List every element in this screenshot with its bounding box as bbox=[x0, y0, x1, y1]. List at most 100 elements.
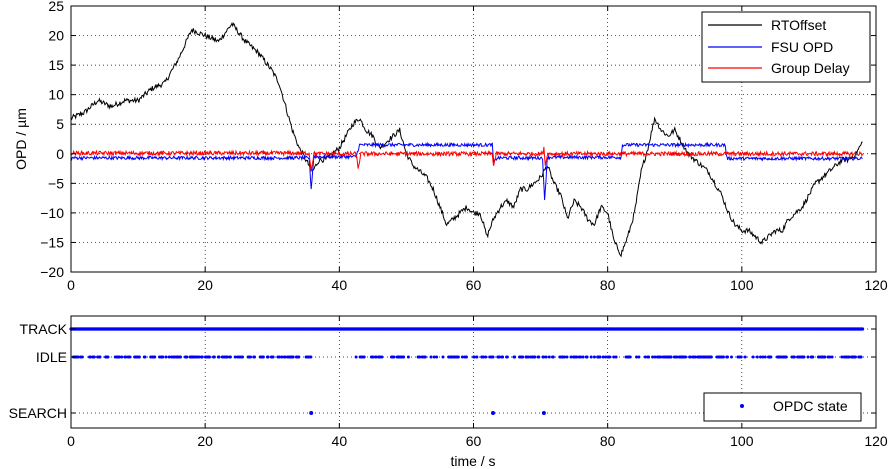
state-point-idle bbox=[481, 355, 485, 359]
state-point-idle bbox=[278, 355, 281, 359]
state-point-idle bbox=[784, 355, 788, 359]
state-point-idle bbox=[761, 355, 765, 359]
state-point-idle bbox=[688, 355, 692, 359]
state-point-idle bbox=[197, 355, 201, 359]
bottom-x-tick-label: 20 bbox=[197, 433, 213, 449]
state-point-idle bbox=[128, 355, 132, 359]
state-point-idle bbox=[592, 355, 596, 359]
legend-label-opdc-state: OPDC state bbox=[773, 398, 848, 414]
state-point-idle bbox=[233, 355, 237, 359]
bottom-y-tick-label-idle: IDLE bbox=[36, 349, 67, 365]
bottom-y-tick-label-track: TRACK bbox=[20, 321, 68, 337]
state-point-idle bbox=[675, 355, 679, 359]
legend-marker-opdc-state bbox=[740, 404, 744, 408]
state-point-idle bbox=[563, 355, 567, 359]
top-y-tick-label: 0 bbox=[56, 146, 64, 162]
state-point-idle bbox=[429, 355, 433, 359]
state-point-idle bbox=[859, 355, 863, 359]
state-point-idle bbox=[647, 355, 651, 359]
state-point-idle bbox=[456, 355, 460, 359]
state-point-idle bbox=[575, 355, 579, 359]
state-point-idle bbox=[88, 355, 92, 359]
state-point-idle bbox=[374, 355, 378, 359]
state-point-idle bbox=[120, 355, 124, 359]
legend-label-group-delay: Group Delay bbox=[771, 60, 850, 76]
state-point-idle bbox=[441, 355, 445, 359]
state-point-idle bbox=[659, 355, 663, 359]
state-point-idle bbox=[521, 355, 525, 359]
top-x-tick-label: 20 bbox=[197, 277, 213, 293]
state-point-idle bbox=[283, 355, 287, 359]
state-point-idle bbox=[200, 355, 204, 359]
legend-label-rtoffset: RTOffset bbox=[771, 17, 826, 33]
state-point-idle bbox=[435, 355, 439, 359]
bottom-x-tick-label: 0 bbox=[67, 433, 75, 449]
state-point-idle bbox=[228, 355, 232, 359]
state-point-idle bbox=[432, 355, 436, 359]
state-point-idle bbox=[601, 355, 605, 359]
state-point-idle bbox=[354, 355, 358, 359]
state-point-idle bbox=[137, 355, 141, 359]
top-legend: RTOffset FSU OPD Group Delay bbox=[701, 11, 871, 83]
series-line-rtoffset bbox=[70, 21, 863, 258]
state-point-idle bbox=[505, 355, 509, 359]
state-point-idle bbox=[547, 355, 551, 359]
state-point-idle bbox=[80, 355, 84, 359]
state-point-idle bbox=[693, 355, 697, 359]
state-point-idle bbox=[167, 355, 171, 359]
bottom-x-tick-label: 40 bbox=[332, 433, 348, 449]
series-line-group-delay bbox=[70, 146, 864, 172]
state-point-idle bbox=[830, 355, 834, 359]
state-point-idle bbox=[418, 355, 422, 359]
state-point-idle bbox=[635, 355, 638, 359]
state-point-idle bbox=[579, 355, 583, 359]
top-x-tick-label: 0 bbox=[67, 277, 75, 293]
top-y-axis-label: OPD / µm bbox=[13, 108, 29, 170]
state-point-idle bbox=[153, 355, 157, 359]
bottom-x-tick-label: 100 bbox=[730, 433, 754, 449]
top-x-tick-label: 80 bbox=[600, 277, 616, 293]
state-point-idle bbox=[291, 355, 295, 359]
state-point-idle bbox=[643, 355, 647, 359]
state-point-idle bbox=[653, 355, 657, 359]
state-point-idle bbox=[739, 355, 743, 359]
state-panel: TRACK IDLE SEARCH 0 20 40 60 80 100 120 time / s… bbox=[9, 315, 888, 469]
state-point-idle bbox=[806, 355, 810, 359]
top-x-tick-label: 40 bbox=[332, 277, 348, 293]
top-series bbox=[70, 21, 864, 258]
state-point-idle bbox=[854, 355, 857, 359]
state-point-idle bbox=[823, 355, 827, 359]
state-point-idle bbox=[565, 355, 569, 359]
state-point-idle bbox=[581, 355, 585, 359]
state-point-idle bbox=[628, 355, 632, 359]
state-point-idle bbox=[179, 355, 182, 359]
state-point-idle bbox=[612, 355, 616, 359]
bottom-series bbox=[69, 327, 865, 415]
state-point-idle bbox=[637, 355, 641, 359]
bottom-x-tick-label: 80 bbox=[600, 433, 616, 449]
state-point-idle bbox=[669, 355, 673, 359]
top-y-tick-label: −10 bbox=[40, 205, 64, 221]
state-point-idle bbox=[392, 355, 396, 359]
state-point-idle bbox=[249, 355, 252, 359]
top-y-tick-label: 25 bbox=[48, 0, 64, 14]
top-y-tick-label: −20 bbox=[40, 264, 64, 280]
top-x-ticks: 0 20 40 60 80 100 120 bbox=[67, 6, 888, 293]
state-point-idle bbox=[253, 355, 256, 359]
state-point-idle bbox=[743, 355, 747, 359]
top-x-tick-label: 120 bbox=[864, 277, 888, 293]
state-point-idle bbox=[537, 355, 541, 359]
top-y-tick-label: 5 bbox=[56, 116, 64, 132]
state-point-idle bbox=[362, 355, 366, 359]
state-point-idle bbox=[569, 355, 573, 359]
bottom-y-tick-label-search: SEARCH bbox=[9, 405, 67, 421]
bottom-y-ticks: TRACK IDLE SEARCH bbox=[9, 321, 876, 421]
state-point-idle bbox=[598, 355, 602, 359]
state-point-idle bbox=[406, 355, 410, 359]
state-point-idle bbox=[840, 355, 844, 359]
state-point-idle bbox=[501, 355, 505, 359]
state-point-idle bbox=[802, 355, 806, 359]
state-point-idle bbox=[266, 355, 270, 359]
state-point-idle bbox=[533, 355, 537, 359]
state-point-idle bbox=[730, 355, 733, 359]
